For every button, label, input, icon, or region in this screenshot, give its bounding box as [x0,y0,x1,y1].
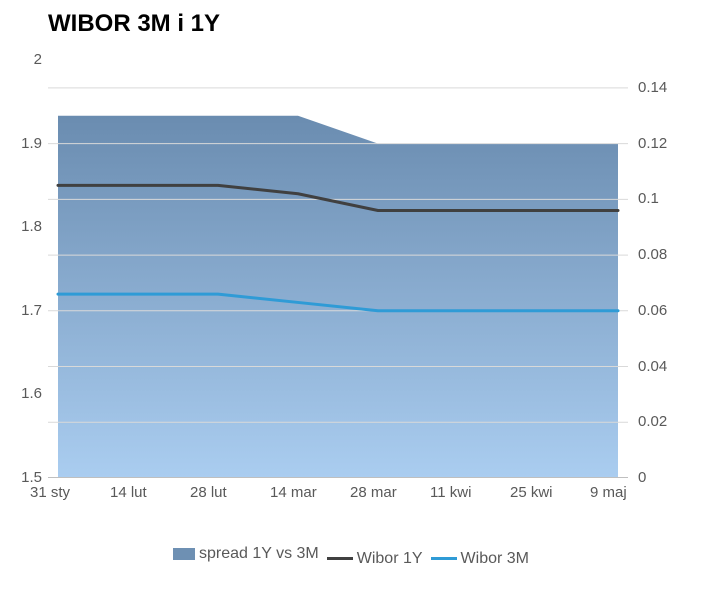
y-right-tick: 0 [638,469,646,486]
x-tick: 14 lut [110,484,147,501]
legend-label: Wibor 3M [461,550,529,568]
y-right-tick: 0.14 [638,79,667,96]
legend-item-spread: spread 1Y vs 3M [173,545,319,563]
chart-title: WIBOR 3M i 1Y [48,10,220,38]
y-left-tick: 1.9 [21,135,42,152]
y-right-tick: 0.02 [638,413,667,430]
legend-swatch-line [327,557,353,560]
x-tick: 14 mar [270,484,317,501]
y-right-tick: 0.08 [638,246,667,263]
chart-plot [48,60,628,478]
y-right-tick: 0.12 [638,135,667,152]
y-left-tick: 1.6 [21,385,42,402]
chart-legend: spread 1Y vs 3M Wibor 1Y Wibor 3M [0,545,702,568]
chart-container: WIBOR 3M i 1Y 21.91.81.71.61.5 0.140.120… [0,0,702,591]
x-tick: 28 mar [350,484,397,501]
legend-label: spread 1Y vs 3M [199,545,319,563]
x-tick: 25 kwi [510,484,553,501]
y-left-tick: 1.7 [21,302,42,319]
legend-item-wibor1y: Wibor 1Y [327,550,423,568]
x-tick: 28 lut [190,484,227,501]
x-tick: 31 sty [30,484,70,501]
legend-swatch-area [173,548,195,560]
legend-label: Wibor 1Y [357,550,423,568]
legend-item-wibor3m: Wibor 3M [431,550,529,568]
y-left-tick: 1.8 [21,218,42,235]
y-left-tick: 2 [34,51,42,68]
y-right-tick: 0.06 [638,302,667,319]
x-tick: 11 kwi [430,484,471,501]
x-tick: 9 maj [590,484,627,501]
legend-swatch-line [431,557,457,560]
y-right-tick: 0.1 [638,190,659,207]
y-right-tick: 0.04 [638,358,667,375]
